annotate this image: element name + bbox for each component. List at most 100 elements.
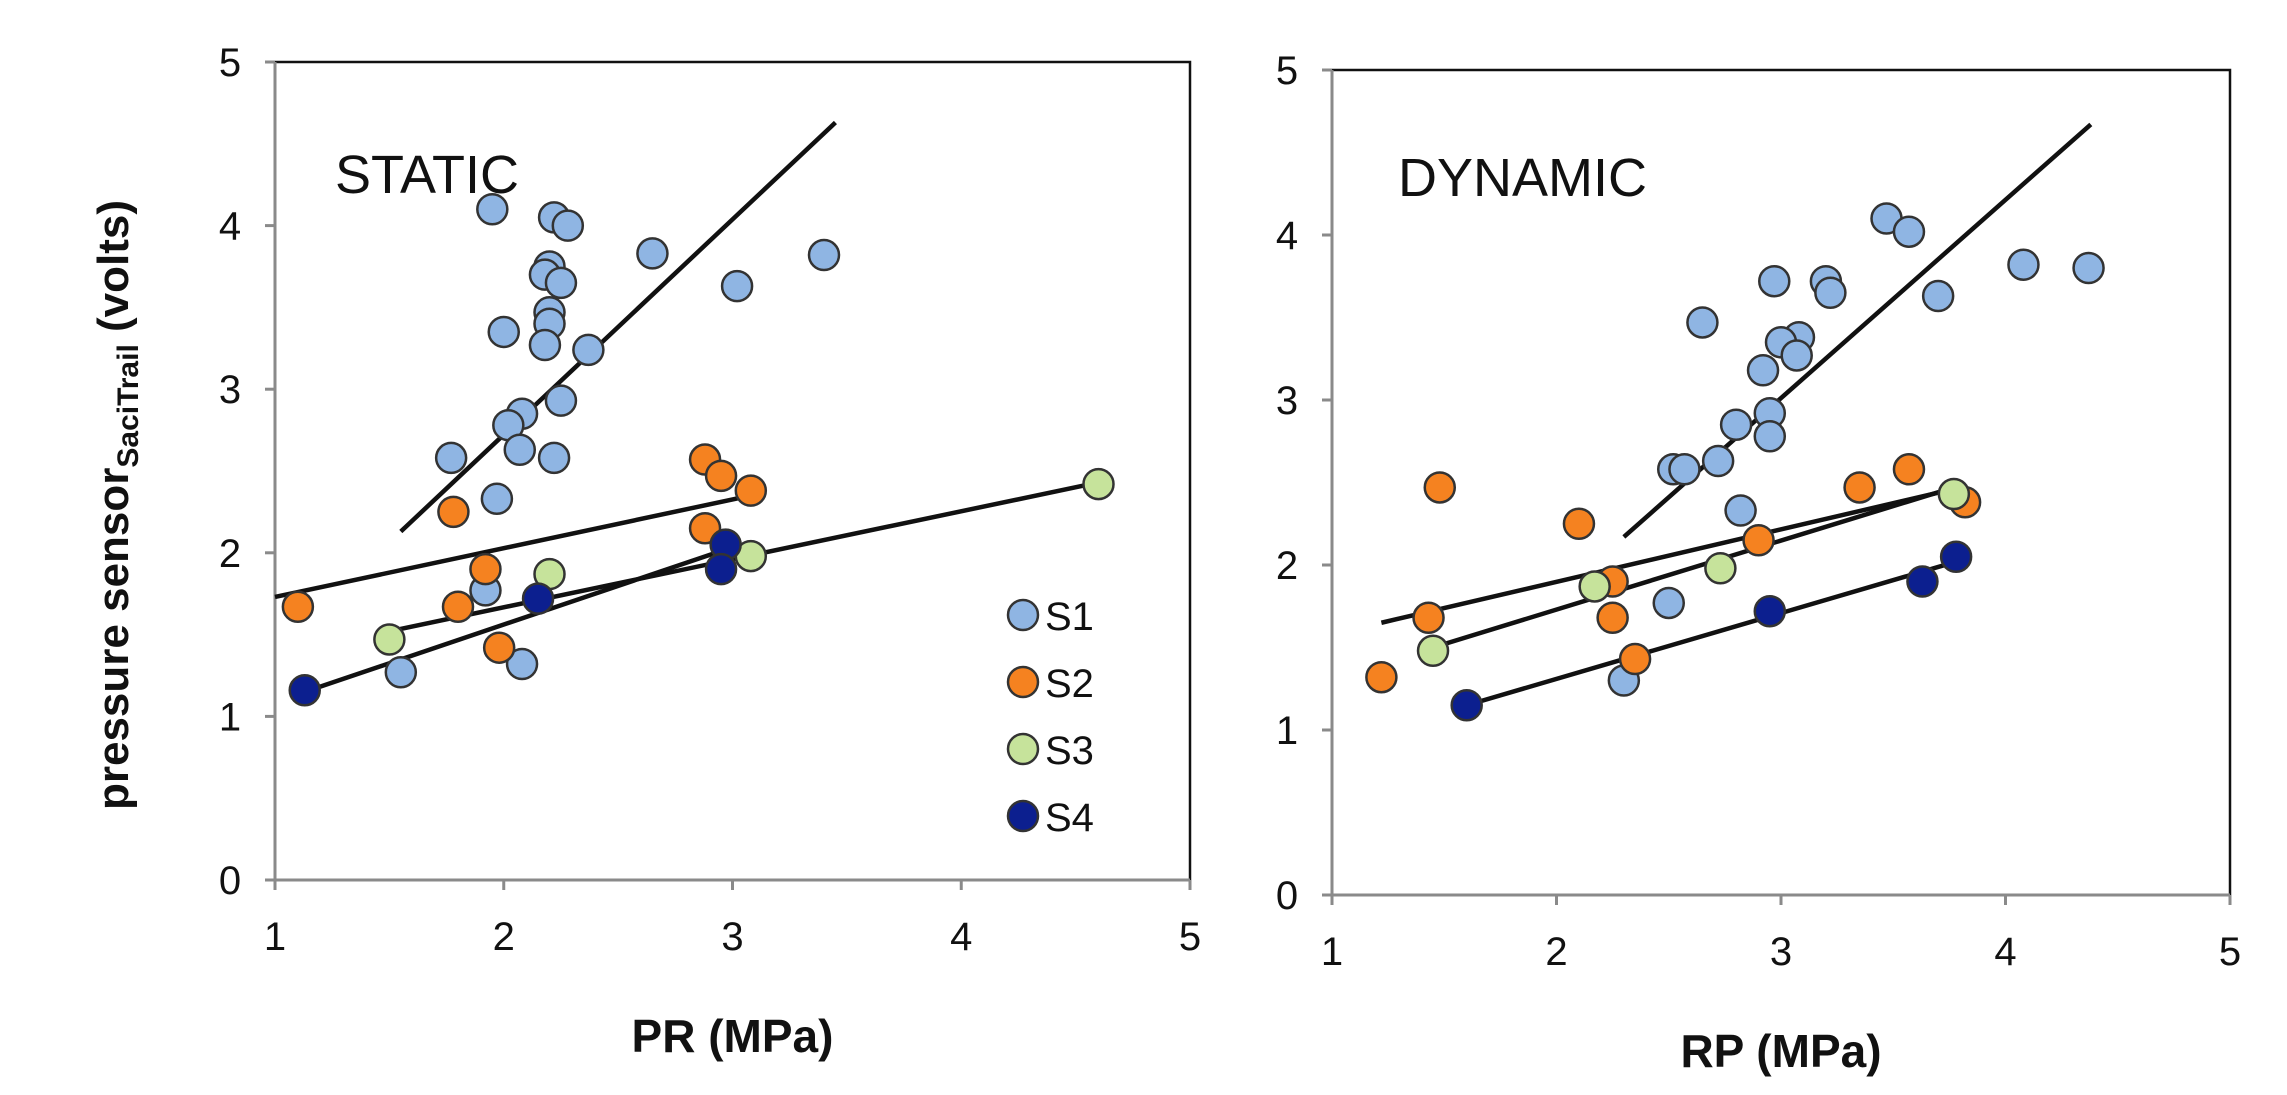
data-point-s1 [1686,306,1719,339]
y-tick-label: 2 [219,532,241,576]
y-axis-label-main: pressure sensor [89,468,138,810]
data-point-s1 [544,384,578,417]
y-tick-label: 4 [1276,214,1298,258]
legend: S1 S2 S3 S4 [1006,595,1094,840]
data-point-s1 [1652,586,1685,620]
data-point-s3 [373,623,406,656]
legend-label-s3: S3 [1045,729,1094,773]
data-point-s1 [551,209,585,242]
data-point-s1 [1753,420,1787,453]
data-point-s1 [2007,248,2040,281]
data-point-s4 [521,582,555,615]
legend-marker-s2 [1006,665,1040,699]
data-point-s2 [1892,453,1926,486]
y-tick-label: 3 [219,368,241,412]
data-point-s1 [807,238,841,272]
x-tick-label: 5 [1179,915,1201,959]
y-tick-label: 1 [1276,709,1298,753]
y-tick-label: 3 [1276,379,1298,423]
data-point-s2 [734,474,768,507]
y-axis-label-sub: SaciTrail [112,344,145,467]
data-point-s2 [704,459,738,493]
legend-marker-s4 [1006,799,1040,833]
x-tick-label: 1 [264,915,286,959]
data-point-s2 [1843,471,1876,504]
data-point-s1 [487,315,520,349]
data-point-s1 [1668,453,1701,486]
legend-label-s4: S4 [1045,796,1094,840]
fit-line-s3 [1432,485,1955,650]
data-point-s1 [1780,339,1813,372]
fit-line-s2 [274,493,752,600]
data-point-s1 [636,237,669,270]
data-point-s2 [482,631,516,664]
data-point-s1 [1719,408,1753,441]
data-point-s1 [1892,215,1926,248]
x-tick-label: 4 [950,915,972,959]
data-point-s1 [476,192,509,226]
legend-label-s2: S2 [1045,662,1094,706]
fit-line-s1 [399,120,837,534]
data-point-s1 [1758,264,1791,298]
data-point-s2 [1562,507,1596,540]
x-tick-label: 5 [2219,930,2241,974]
data-point-s4 [1753,594,1787,628]
data-point-s2 [1596,601,1629,635]
data-point-s2 [1365,660,1398,694]
data-point-s1 [720,269,754,303]
fit-line-s1 [1622,122,2093,539]
data-point-s2 [281,590,315,624]
fit-line-s2 [1380,485,1962,625]
data-point-s3 [1937,477,1971,511]
x-tick-label: 4 [1994,930,2016,974]
y-tick-label: 5 [219,41,241,85]
data-point-s4 [1450,689,1483,722]
data-point-s2 [1742,524,1775,557]
legend-marker-s1 [1006,598,1040,632]
data-point-s1 [384,655,418,689]
x-axis-label: PR (MPa) [632,1010,834,1062]
data-point-s3 [1416,634,1450,668]
y-tick-label: 5 [1276,49,1298,93]
data-point-s1 [537,441,571,475]
legend-label-s1: S1 [1045,595,1094,639]
y-tick-label: 1 [219,695,241,739]
y-axis-label: pressure sensorSaciTrail (volts) [89,200,145,810]
data-point-s3 [1082,467,1115,501]
data-point-s3 [1704,552,1737,585]
data-point-s1 [1746,354,1780,387]
data-point-s4 [288,673,321,707]
data-point-s2 [441,590,475,624]
data-point-s2 [437,495,470,529]
y-tick-label: 4 [219,205,241,249]
y-tick-label: 0 [219,859,241,903]
data-point-s1 [1921,279,1955,313]
x-tick-label: 3 [1770,930,1792,974]
data-point-s1 [434,441,468,475]
legend-marker-s3 [1006,732,1040,766]
x-axis-label: RP (MPa) [1680,1025,1881,1077]
x-tick-label: 1 [1321,930,1343,974]
data-point-s1 [503,433,537,466]
data-point-s3 [1578,570,1611,603]
fit-line-s4 [1466,559,1957,708]
panel-annotation: DYNAMIC [1398,148,1647,208]
data-point-s1 [505,647,539,681]
data-point-s2 [469,552,502,586]
x-tick-label: 3 [721,915,743,959]
y-axis-label-unit: (volts) [89,200,138,344]
data-point-s2 [1423,471,1457,504]
data-point-s1 [480,482,514,516]
data-point-s1 [1724,494,1757,527]
data-point-s1 [544,266,578,300]
data-point-s1 [1701,444,1735,478]
data-point-s2 [1618,642,1652,676]
data-point-s4 [1939,540,1973,573]
data-point-s4 [704,552,738,586]
y-tick-label: 2 [1276,544,1298,588]
data-point-s1 [572,333,605,367]
